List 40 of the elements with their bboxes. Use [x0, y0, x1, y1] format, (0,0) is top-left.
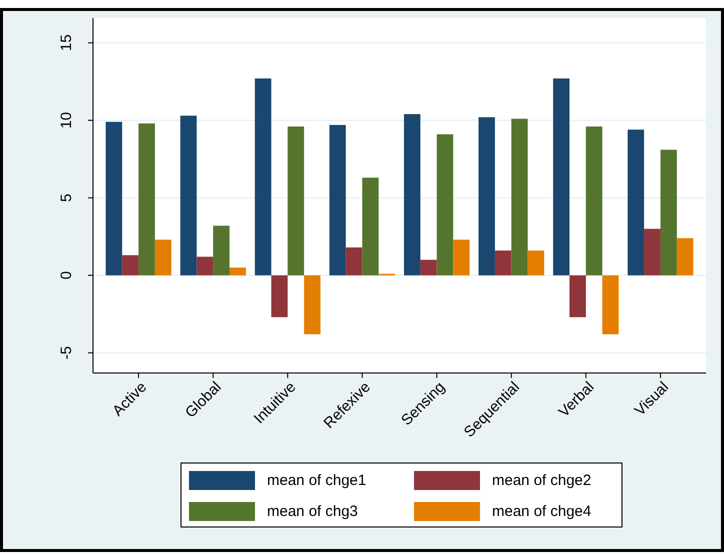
legend-label: mean of chg3: [267, 502, 358, 520]
bar: [230, 268, 246, 276]
bar: [628, 130, 644, 276]
bar: [404, 114, 420, 276]
bar: [478, 117, 495, 276]
bar: [254, 78, 272, 276]
bar: [553, 78, 570, 276]
legend-label: mean of chge1: [267, 472, 366, 489]
y-tick-label: 15: [58, 34, 75, 52]
bar: [602, 275, 619, 334]
bar: [676, 238, 694, 276]
bar: [180, 116, 197, 276]
y-tick-label: 10: [58, 112, 75, 129]
y-tick-label: 0: [58, 271, 75, 280]
bar: [586, 126, 602, 276]
bar: [511, 118, 528, 276]
bar: [196, 256, 214, 276]
bar: [494, 250, 512, 276]
bar: [644, 228, 660, 276]
bar: [154, 240, 172, 276]
bar: [570, 275, 586, 318]
bar: [304, 275, 320, 334]
y-tick-label: -5: [58, 346, 75, 360]
bar: [362, 178, 379, 276]
bar: [138, 123, 155, 276]
bar: [329, 124, 346, 276]
bar: [453, 240, 470, 276]
bar: [346, 247, 362, 276]
bar: [436, 134, 454, 276]
bar: [420, 260, 437, 276]
bar: [288, 126, 304, 276]
bar: [213, 226, 230, 276]
bar: [660, 150, 677, 276]
bar: [271, 275, 288, 318]
bar: [122, 255, 139, 276]
bar: [528, 250, 544, 276]
legend-label: mean of chge2: [492, 472, 592, 489]
bar: [106, 122, 122, 276]
y-tick-label: 5: [58, 194, 75, 202]
legend-label: mean of chge4: [492, 502, 592, 520]
